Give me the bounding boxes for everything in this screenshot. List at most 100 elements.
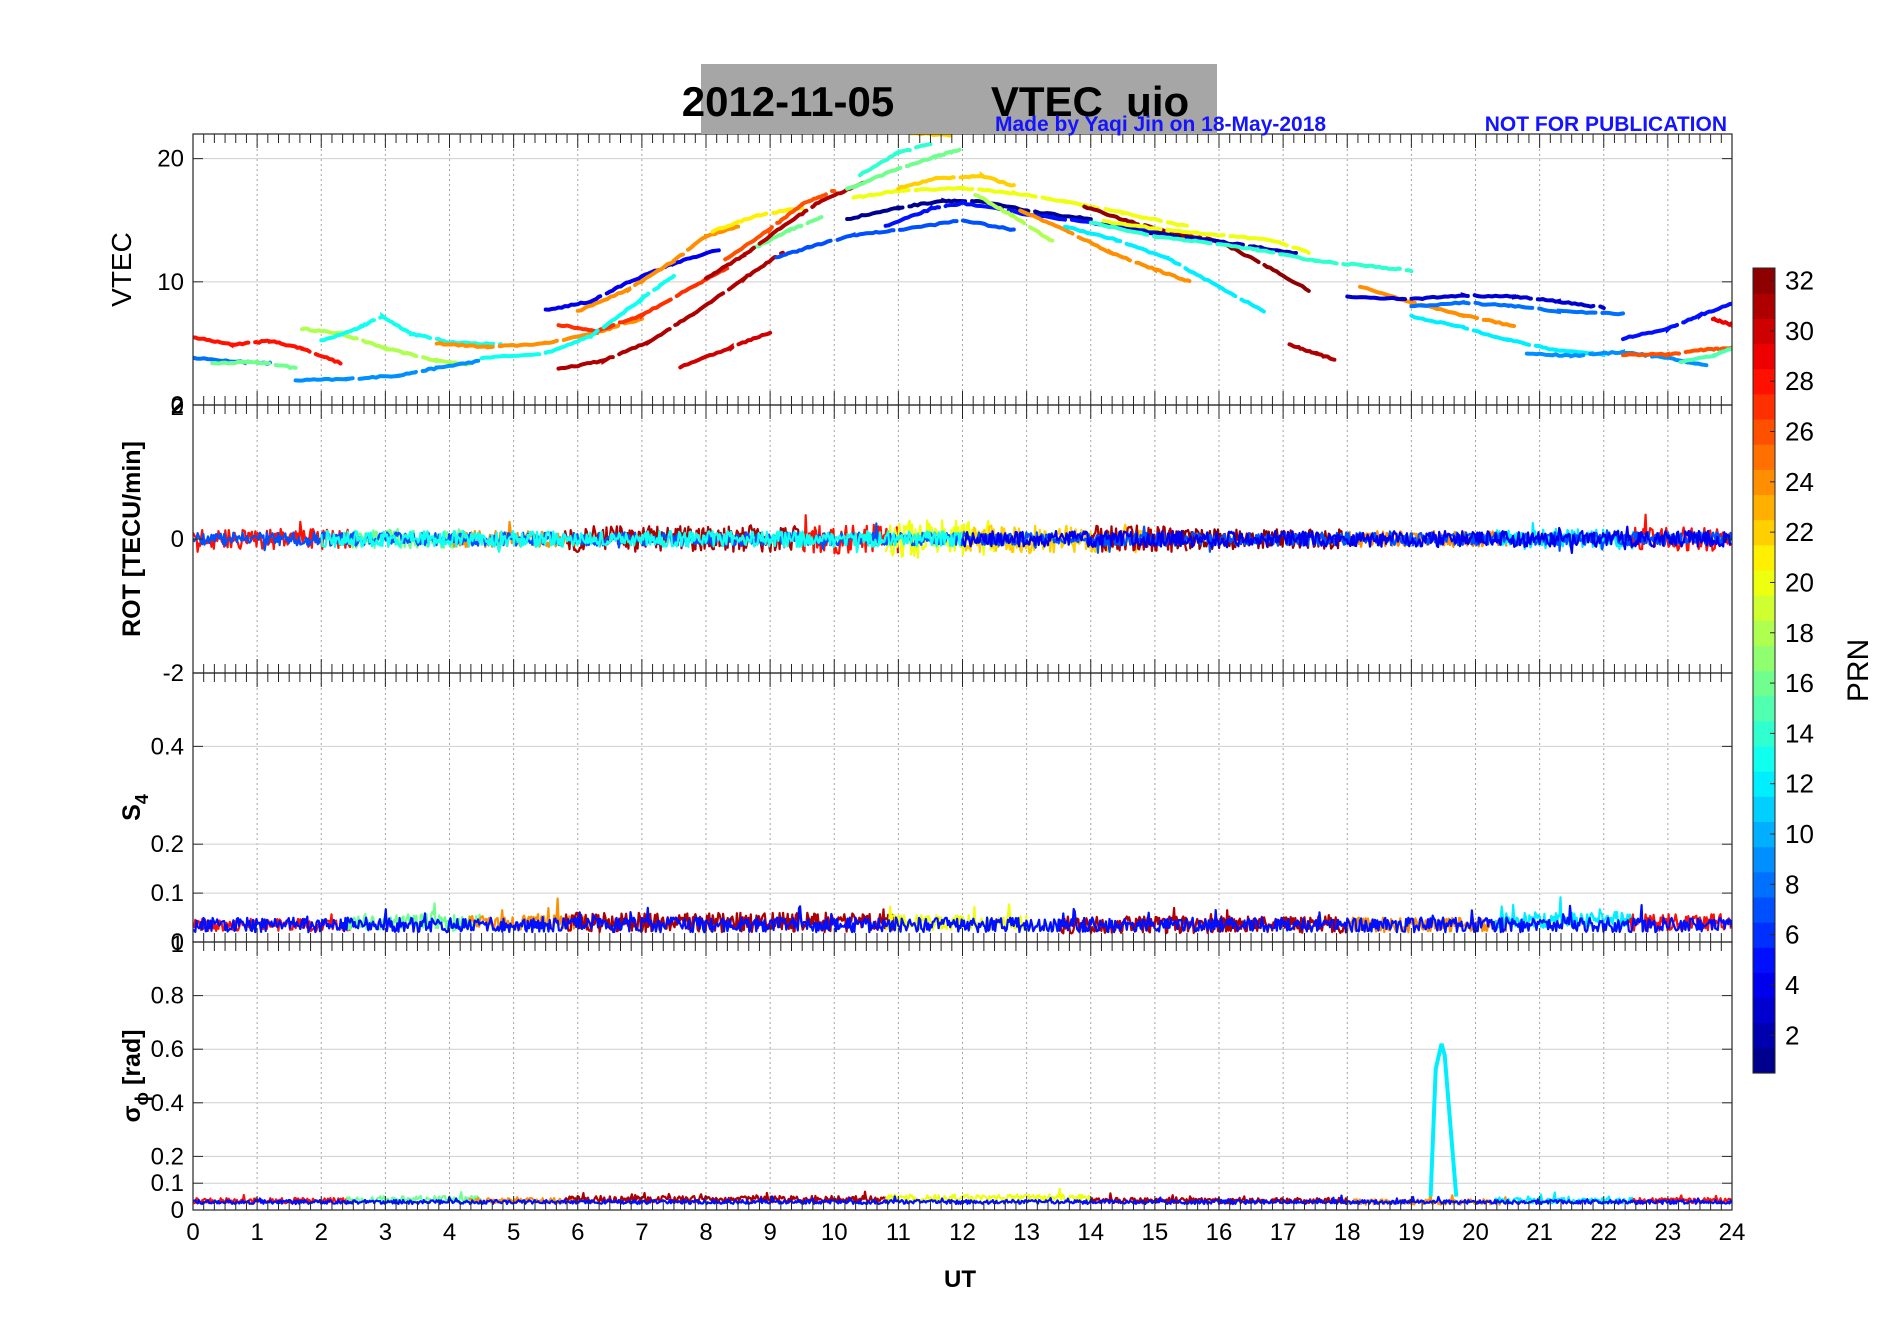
colorbar-segment-prn-10	[1753, 821, 1775, 848]
vtec-series-prn-16	[845, 146, 965, 191]
x-tick-label: 22	[1590, 1219, 1617, 1246]
colorbar-segment-prn-18	[1753, 620, 1775, 646]
vtec-series-prn-24	[1358, 284, 1516, 328]
colorbar-frame	[1752, 267, 1776, 1074]
colorbar-segment-prn-12	[1753, 771, 1775, 797]
vtec-series-prn-13	[319, 311, 503, 347]
credit-text: Made by Yaqi Jin on 18-May-2018	[995, 113, 1326, 136]
vtec-series-prn-22	[896, 170, 1016, 191]
x-tick-label: 23	[1655, 1219, 1682, 1246]
vtec-series-prn-14	[1088, 220, 1414, 274]
colorbar-tick-label: 14	[1785, 718, 1814, 748]
colorbar-segment-prn-11	[1753, 796, 1775, 823]
colorbar-tick-label: 16	[1785, 668, 1814, 698]
colorbar-segment-prn-2	[1753, 1022, 1775, 1049]
colorbar-segment-prn-30	[1753, 318, 1775, 345]
colorbar-tick-label: 2	[1785, 1020, 1799, 1050]
colorbar-tick-label: 6	[1785, 920, 1799, 950]
y-tick-label-sigma: 0.4	[151, 1090, 184, 1117]
x-tick-label: 1	[250, 1219, 263, 1246]
colorbar-tick-label: 30	[1785, 316, 1814, 346]
s4-band-prn-5	[193, 904, 1732, 934]
colorbar-segment-prn-8	[1753, 871, 1775, 898]
vtec-series-prn-26	[723, 188, 837, 262]
colorbar-segment-prn-24	[1753, 469, 1775, 496]
colorbar-tick-label: 4	[1785, 970, 1799, 1000]
panel-rot-plot	[193, 513, 1732, 559]
x-tick-label: 3	[379, 1219, 392, 1246]
panel-s4-plot	[193, 896, 1732, 935]
vtec-series-prn-31	[1287, 342, 1337, 362]
colorbar-segment-prn-17	[1753, 645, 1775, 672]
vtec-series-prn-20	[1101, 218, 1311, 255]
vtec-series-prn-14	[857, 142, 933, 178]
x-tick-label: 14	[1077, 1219, 1104, 1246]
colorbar-segment-prn-6	[1753, 922, 1775, 948]
x-tick-label: 13	[1013, 1219, 1040, 1246]
vtec-series-prn-2	[1120, 226, 1298, 256]
colorbar-tick-label: 28	[1785, 366, 1814, 396]
vtec-series-prn-5	[1621, 301, 1732, 342]
y-axis-label-vtec: VTEC	[106, 232, 137, 307]
vtec-series-prn-18	[300, 326, 471, 367]
title-block: 2012-11-05 VTEC uio Made by Yaqi Jin on …	[682, 64, 1727, 136]
colorbar-segment-prn-14	[1753, 720, 1775, 747]
y-tick-label-rot: 2	[171, 392, 184, 419]
rot-band-prn-13	[320, 529, 963, 554]
vtec-series-prn-21	[710, 206, 805, 234]
vtec-series-prn-24	[1018, 208, 1196, 286]
vtec-series-prn-7	[774, 217, 1016, 260]
colorbar-segment-prn-22	[1753, 519, 1775, 546]
vtec-series-prn-12	[1409, 313, 1606, 358]
colorbar-tick-label: 10	[1785, 819, 1814, 849]
vtec-series-prn-18	[973, 193, 1055, 243]
vtec-series-prn-30	[678, 330, 773, 370]
vtec-series-prn-3	[1345, 292, 1606, 311]
colorbar-segment-prn-16	[1753, 670, 1775, 697]
title-date: 2012-11-05	[682, 78, 895, 125]
colorbar-tick-label: 12	[1785, 769, 1814, 799]
x-tick-label: 21	[1526, 1219, 1553, 1246]
vtec-series-prn-31	[704, 179, 869, 281]
y-tick-label-s4: 0.4	[151, 733, 184, 760]
x-tick-label: 10	[821, 1219, 848, 1246]
colorbar-segment-prn-25	[1753, 444, 1775, 470]
colorbar-segment-prn-15	[1753, 695, 1775, 722]
colorbar-segment-prn-7	[1753, 896, 1775, 923]
x-tick-label: 9	[763, 1219, 776, 1246]
colorbar-tick-label: 18	[1785, 618, 1814, 648]
x-tick-label: 19	[1398, 1219, 1425, 1246]
y-axis-label-main: ROT [TECU/min]	[118, 441, 146, 637]
x-tick-label: 12	[949, 1219, 976, 1246]
colorbar-segment-prn-28	[1753, 368, 1775, 395]
vtec-series-prn-27	[556, 263, 734, 336]
y-tick-label-vtec: 20	[157, 146, 184, 173]
vtec-series-prn-9	[293, 358, 484, 383]
colorbar-tick-label: 20	[1785, 567, 1814, 597]
x-tick-label: 24	[1719, 1219, 1746, 1246]
colorbar-segment-prn-31	[1753, 293, 1775, 319]
x-tick-label: 18	[1334, 1219, 1361, 1246]
y-tick-label-overlap-s4: 1	[171, 931, 184, 958]
colorbar-segment-prn-19	[1753, 595, 1775, 621]
colorbar-tick-label: 32	[1785, 266, 1814, 296]
colorbar-tick-label: 8	[1785, 869, 1799, 899]
colorbar-segment-prn-27	[1753, 393, 1775, 420]
y-axis-label-main: S	[118, 804, 146, 821]
y-tick-label-s4: 0.2	[151, 831, 184, 858]
colorbar-segment-prn-32	[1753, 268, 1775, 294]
colorbar-segment-prn-21	[1753, 544, 1775, 571]
colorbar-segment-prn-23	[1753, 494, 1775, 521]
vtec-series-prn-29	[1710, 316, 1732, 328]
title-main: VTEC uio	[991, 78, 1189, 125]
sigma-spike-prn-12	[1428, 1043, 1459, 1197]
vtec-series-prn-4	[543, 248, 721, 312]
y-tick-label-sigma: 0	[171, 1197, 184, 1224]
vtec-series-prn-9	[1524, 349, 1709, 368]
y-axis-label-sigma: σϕ [rad]	[118, 1029, 152, 1122]
s4-band-prn-24	[467, 897, 591, 931]
y-axis-label-main: σ	[118, 1105, 146, 1122]
y-tick-label-vtec: 10	[157, 269, 184, 296]
